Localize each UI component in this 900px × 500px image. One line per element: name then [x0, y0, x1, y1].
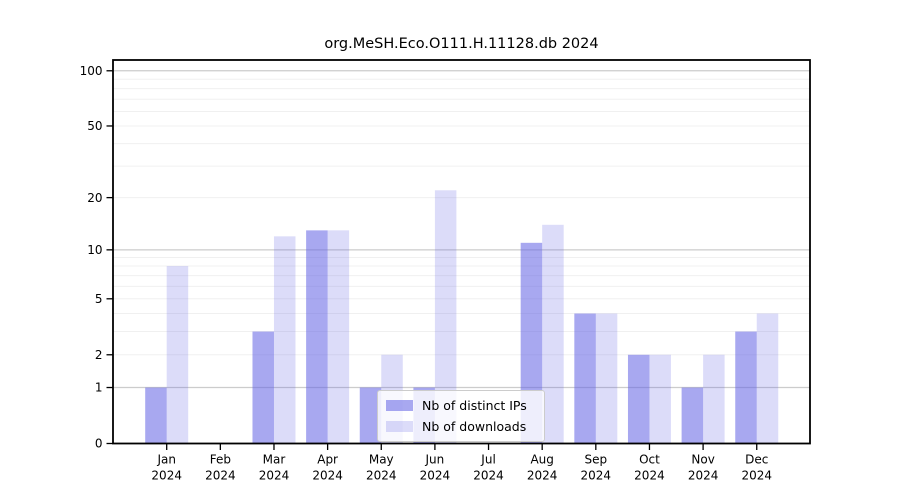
x-tick-label-month: Apr	[317, 453, 338, 467]
legend: Nb of distinct IPs Nb of downloads	[377, 390, 545, 442]
bar-distinct-ips	[359, 387, 382, 444]
bar-distinct-ips	[627, 354, 650, 444]
x-tick-label-year: 2024	[688, 469, 719, 483]
legend-item-distinct-ips: Nb of distinct IPs	[386, 397, 534, 414]
x-tick-label-year: 2024	[581, 469, 612, 483]
bar-downloads	[166, 266, 189, 444]
y-tick-label: 50	[87, 119, 102, 133]
x-tick-label-month: Nov	[691, 453, 714, 467]
y-tick-label: 10	[87, 243, 102, 257]
x-tick-label-month: Feb	[210, 453, 231, 467]
x-tick-label-month: Mar	[263, 453, 286, 467]
bar-downloads	[595, 313, 618, 444]
x-tick-label-year: 2024	[420, 469, 451, 483]
legend-item-downloads: Nb of downloads	[386, 418, 534, 435]
legend-swatch-downloads	[386, 421, 413, 432]
bar-downloads	[273, 236, 296, 444]
legend-label-downloads: Nb of downloads	[422, 419, 527, 434]
x-tick-label-month: Jul	[480, 453, 495, 467]
y-tick-label: 20	[87, 191, 102, 205]
x-tick-label-year: 2024	[527, 469, 558, 483]
plot-background	[113, 60, 810, 444]
x-tick-label-month: Sep	[585, 453, 608, 467]
bar-distinct-ips	[306, 230, 328, 444]
bar-distinct-ips	[252, 331, 274, 444]
bar-downloads	[542, 224, 564, 444]
bar-downloads	[703, 354, 725, 444]
y-tick-label: 2	[95, 348, 103, 362]
chart-title: org.MeSH.Eco.O111.H.11128.db 2024	[324, 36, 599, 52]
x-tick-label-year: 2024	[151, 469, 182, 483]
bar-downloads	[649, 354, 671, 444]
x-tick-label-year: 2024	[205, 469, 236, 483]
y-tick-label: 100	[80, 64, 103, 78]
y-tick-label: 0	[95, 437, 103, 451]
y-tick-label: 5	[95, 292, 103, 306]
x-tick-label-year: 2024	[473, 469, 504, 483]
x-tick-label-month: Oct	[639, 453, 660, 467]
x-tick-label-month: Jan	[156, 453, 176, 467]
x-tick-label-month: Aug	[530, 453, 553, 467]
x-tick-label-month: May	[369, 453, 394, 467]
bar-distinct-ips	[735, 331, 757, 444]
x-tick-label-month: Dec	[745, 453, 768, 467]
x-tick-label-month: Jun	[425, 453, 445, 467]
x-tick-label-year: 2024	[634, 469, 665, 483]
bar-downloads	[756, 313, 779, 444]
bar-distinct-ips	[574, 313, 596, 444]
bar-downloads	[434, 190, 457, 444]
bar-distinct-ips	[145, 387, 167, 444]
y-tick-label: 1	[95, 381, 103, 395]
x-tick-label-year: 2024	[312, 469, 343, 483]
x-tick-label-year: 2024	[366, 469, 397, 483]
plot-border	[112, 59, 811, 445]
x-tick-label-year: 2024	[741, 469, 772, 483]
legend-swatch-distinct-ips	[386, 400, 413, 411]
legend-label-distinct-ips: Nb of distinct IPs	[422, 398, 527, 413]
x-tick-label-year: 2024	[259, 469, 290, 483]
bar-downloads	[327, 230, 350, 444]
bar-distinct-ips	[681, 387, 704, 444]
